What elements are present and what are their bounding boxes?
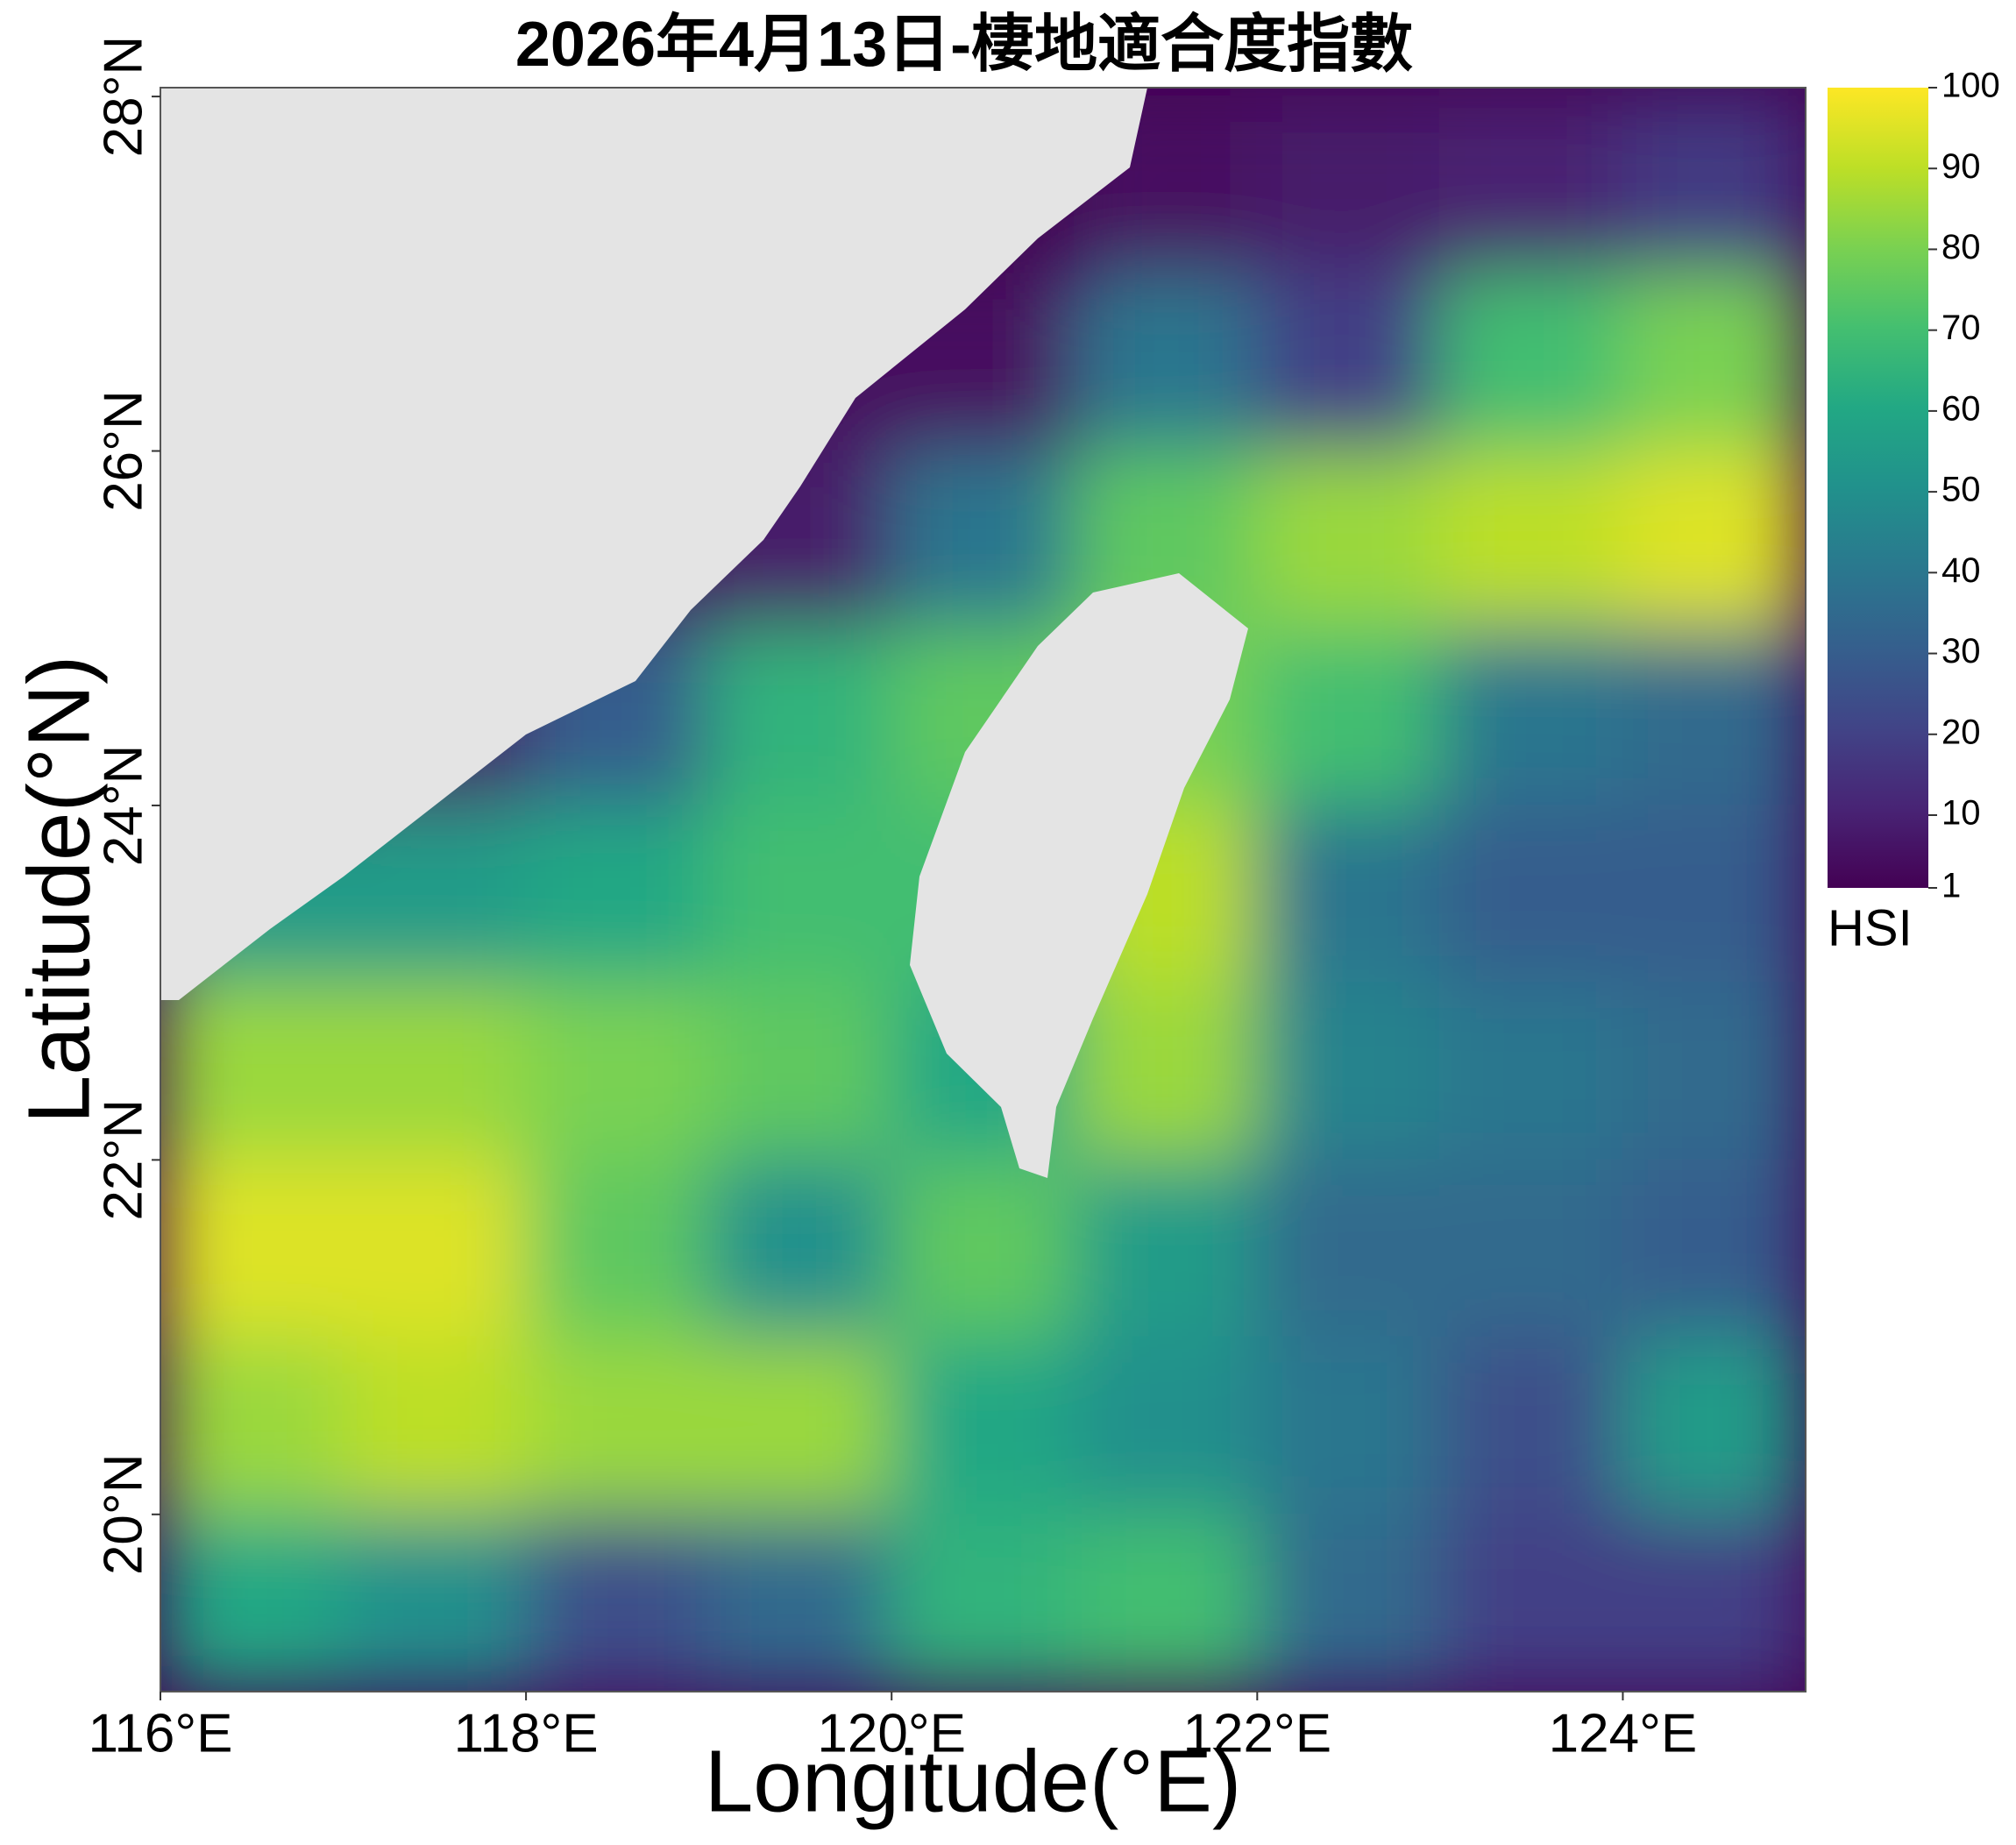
- heatmap-cell: [707, 1336, 893, 1515]
- heatmap-cell: [160, 1513, 344, 1692]
- heatmap-cell: [525, 1159, 710, 1338]
- heatmap-cell: [707, 982, 893, 1161]
- heatmap-cell: [1622, 804, 1806, 984]
- heatmap-cell: [1438, 96, 1624, 275]
- heatmap-cell: [525, 982, 710, 1161]
- heatmap-cell: [1256, 273, 1441, 452]
- colorbar-tick-label: 20: [1941, 713, 1981, 751]
- heatmap-cell: [525, 804, 710, 984]
- x-axis-label: Longitude(°E): [705, 1732, 1242, 1830]
- heatmap-cell: [160, 1159, 344, 1338]
- y-tick-label: 28°N: [93, 36, 153, 158]
- x-tick-label: 118°E: [454, 1703, 599, 1763]
- heatmap-cell: [1073, 1336, 1259, 1515]
- heatmap-cell: [525, 1336, 710, 1515]
- heatmap-cell: [160, 982, 344, 1161]
- heatmap-cell: [1622, 96, 1806, 275]
- heatmap-cell: [1073, 273, 1259, 452]
- heatmap-cell: [1256, 450, 1441, 629]
- heatmap-cell: [1622, 1513, 1806, 1692]
- heatmap-cell: [1622, 450, 1806, 629]
- heatmap-cell: [1438, 982, 1624, 1161]
- heatmap-cell: [1622, 273, 1806, 452]
- heatmap-cell: [342, 1159, 528, 1338]
- colorbar-label: HSI: [1828, 899, 1913, 956]
- y-tick-label: 20°N: [93, 1454, 153, 1576]
- colorbar-tick-label: 50: [1941, 471, 1981, 509]
- x-tick-label: 122°E: [1183, 1703, 1332, 1763]
- taiwan: [910, 573, 1248, 1178]
- heatmap-cell: [1438, 450, 1624, 629]
- heatmap-cell: [1256, 1159, 1441, 1338]
- colorbar-tick-label: 90: [1941, 147, 1981, 186]
- land: [160, 88, 1248, 1178]
- heatmap-cell: [1438, 273, 1624, 452]
- heatmap-cell: [707, 1159, 893, 1338]
- colorbar-tick-label: 10: [1941, 794, 1981, 833]
- x-tick-label: 116°E: [89, 1703, 233, 1763]
- heatmap-cell: [1256, 96, 1441, 275]
- y-tick-label: 22°N: [93, 1099, 153, 1221]
- heatmap-cell: [342, 1336, 528, 1515]
- x-tick-label: 124°E: [1549, 1703, 1698, 1763]
- heatmap-cell: [1256, 1513, 1441, 1692]
- heatmap-cell: [1256, 1336, 1441, 1515]
- heatmap-cell: [707, 627, 893, 806]
- heatmap-cell: [1256, 627, 1441, 806]
- y-tick-label: 24°N: [93, 745, 153, 867]
- colorbar-tick-label: 30: [1941, 632, 1981, 671]
- heatmap-cell: [1438, 804, 1624, 984]
- heatmap-cell: [342, 982, 528, 1161]
- heatmap-cell: [160, 1336, 344, 1515]
- heatmap-cell: [891, 1159, 1075, 1338]
- x-tick-label: 120°E: [817, 1703, 966, 1763]
- colorbar-tick-label: 100: [1941, 67, 2000, 105]
- heatmap-cell: [525, 1513, 710, 1692]
- heatmap-cell: [1622, 1159, 1806, 1338]
- mainland: [160, 88, 1147, 1000]
- heatmap-cell: [342, 1513, 528, 1692]
- heatmap-cell: [891, 1513, 1075, 1692]
- y-axis-label: Latitude(°N): [10, 656, 108, 1125]
- heatmap-cell: [1438, 1336, 1624, 1515]
- heatmap-cell: [1073, 1513, 1259, 1692]
- heatmap-cell: [707, 1513, 893, 1692]
- heatmap-cell: [1438, 627, 1624, 806]
- colorbar: [1828, 88, 1928, 888]
- heatmap-cell: [1622, 627, 1806, 806]
- heatmap-cell: [1622, 1336, 1806, 1515]
- heatmap-cell: [1256, 982, 1441, 1161]
- colorbar-tick-label: 1: [1941, 867, 1961, 905]
- heatmap-cell: [891, 450, 1075, 629]
- colorbar-tick-label: 70: [1941, 309, 1981, 347]
- y-tick-label: 26°N: [93, 390, 153, 512]
- colorbar-tick-label: 80: [1941, 228, 1981, 266]
- heatmap-cell: [1256, 804, 1441, 984]
- colorbar-tick-label: 60: [1941, 389, 1981, 428]
- heatmap-cell: [1438, 1159, 1624, 1338]
- heatmap-cell: [891, 1336, 1075, 1515]
- chart-title: 2026年4月13日-棲地適合度指數: [515, 10, 1413, 80]
- plot-frame: [160, 87, 1807, 1692]
- colorbar-tick-label: 40: [1941, 551, 1981, 590]
- heatmap-cell: [1622, 982, 1806, 1161]
- heatmap-cell: [707, 804, 893, 984]
- heatmap-cell: [1073, 1159, 1259, 1338]
- heatmap-cell: [1073, 982, 1259, 1161]
- heatmap-cell: [1438, 1513, 1624, 1692]
